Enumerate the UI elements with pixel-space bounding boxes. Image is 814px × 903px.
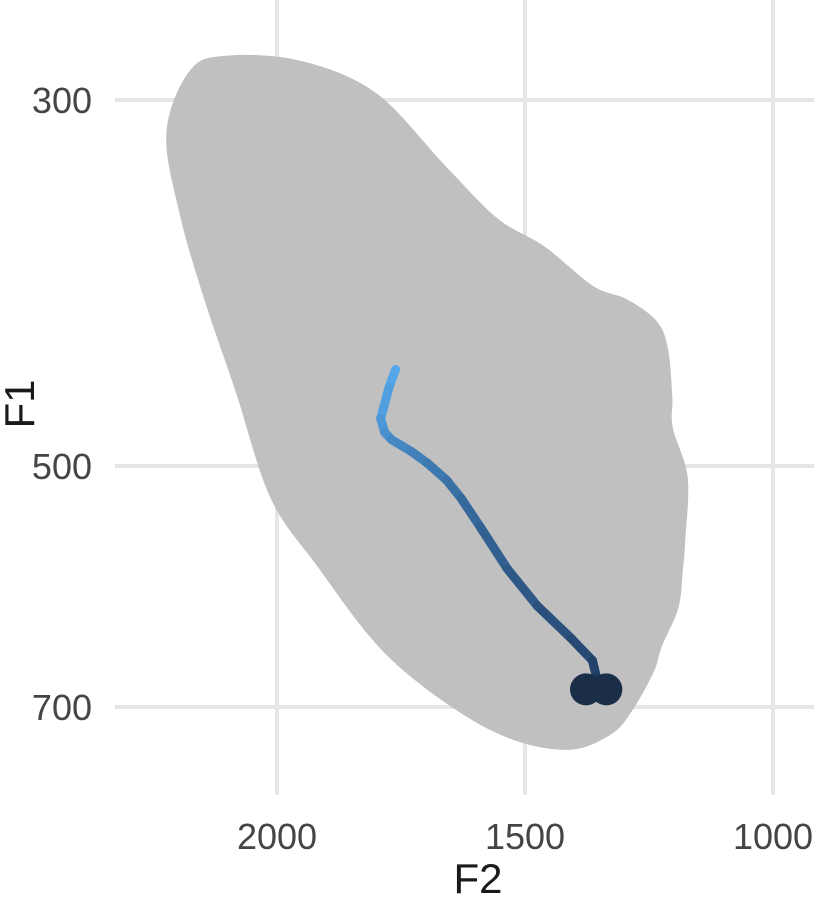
x-tick-label: 1000 <box>733 816 813 857</box>
trajectory-segment <box>376 382 394 424</box>
trajectory-segment <box>475 521 512 574</box>
y-tick-label: 700 <box>32 687 92 728</box>
trajectory-segment <box>456 493 485 531</box>
x-tick-label: 2000 <box>237 816 317 857</box>
x-tick-label: 1500 <box>485 816 565 857</box>
vowel-space-region <box>166 54 689 750</box>
endpoint-markers <box>570 673 623 706</box>
endpoint-marker-2 <box>590 673 623 706</box>
trajectory-segment <box>502 564 542 611</box>
y-tick-label: 300 <box>32 80 92 121</box>
trajectory-segment <box>532 601 576 643</box>
tick-labels: 2000 1500 1000 300 500 700 <box>32 80 813 857</box>
vowel-space-area <box>166 54 689 750</box>
trajectory-segment <box>566 633 597 665</box>
x-axis-title: F2 <box>453 855 502 902</box>
y-axis-title: F1 <box>0 379 43 428</box>
y-tick-label: 500 <box>32 446 92 487</box>
formant-trajectory <box>376 364 610 694</box>
